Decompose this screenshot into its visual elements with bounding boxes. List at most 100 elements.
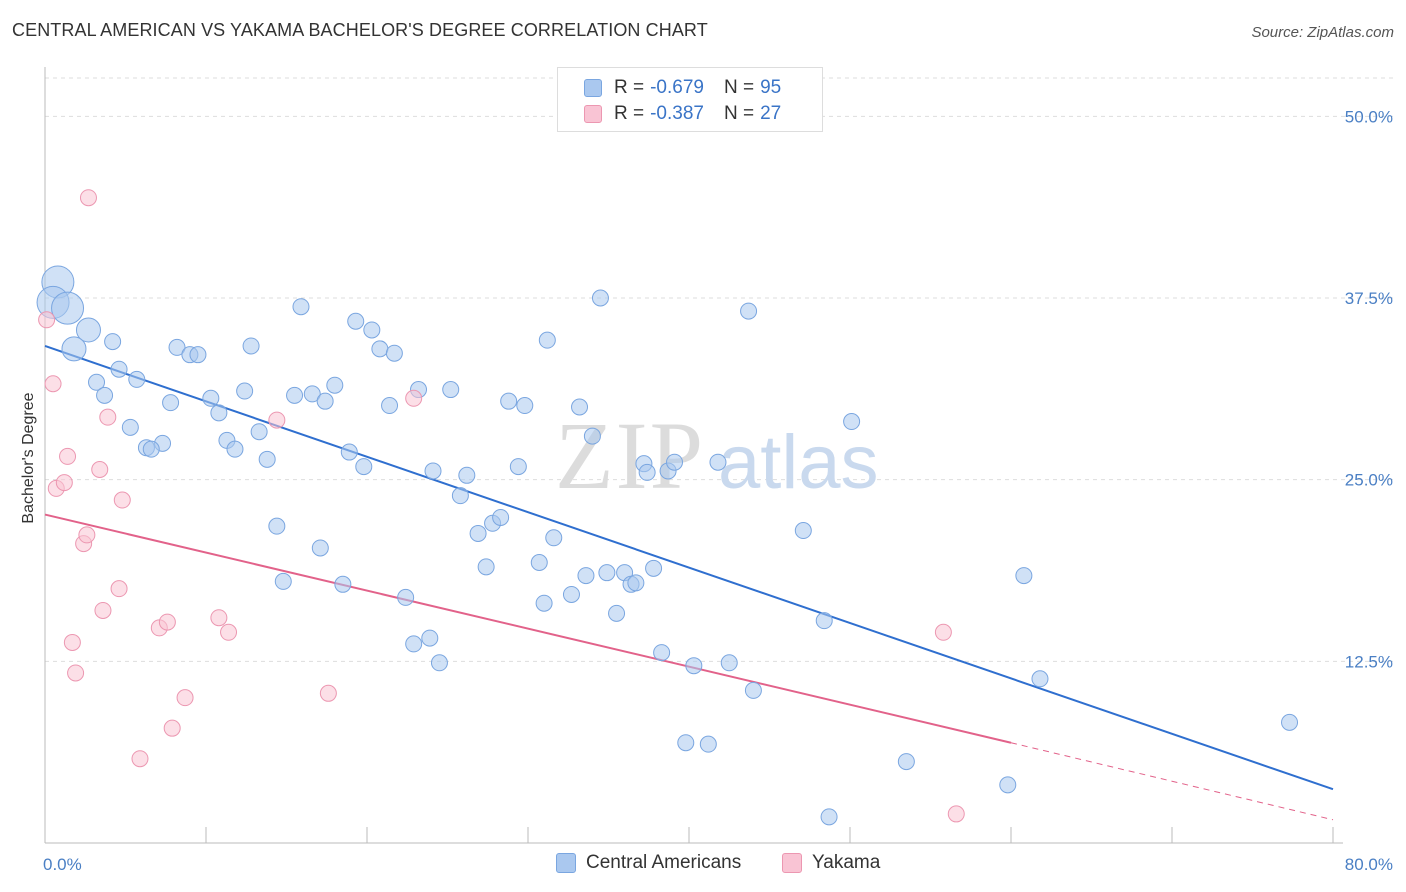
- point-yakama: [113, 491, 131, 509]
- point-central-americans: [88, 373, 106, 391]
- point-central-americans: [316, 392, 334, 410]
- point-central-americans: [583, 427, 601, 445]
- point-yakama: [163, 719, 181, 737]
- point-central-americans: [371, 340, 389, 358]
- point-central-americans: [258, 450, 276, 468]
- y-tick-label: 50.0%: [1345, 107, 1393, 126]
- point-central-americans: [75, 317, 101, 343]
- legend-swatch-central-americans: [556, 853, 576, 873]
- point-central-americans: [843, 413, 861, 431]
- point-yakama: [220, 623, 238, 641]
- legend-n-value: 27: [760, 103, 782, 124]
- legend-row-central-americans: R = -0.679 N = 95: [584, 76, 781, 100]
- point-central-americans: [189, 346, 207, 364]
- point-central-americans: [442, 381, 460, 399]
- point-central-americans: [61, 336, 87, 362]
- point-central-americans: [677, 734, 695, 752]
- point-yakama: [319, 684, 337, 702]
- point-yakama: [934, 623, 952, 641]
- point-central-americans: [608, 604, 626, 622]
- point-yakama: [79, 189, 97, 207]
- y-axis-title: Bachelor's Degree: [20, 392, 37, 523]
- point-yakama: [63, 633, 81, 651]
- point-central-americans: [538, 331, 556, 349]
- stats-legend: R = -0.679 N = 95 R = -0.387 N = 27: [557, 67, 823, 132]
- point-central-americans: [469, 524, 487, 542]
- point-central-americans: [162, 394, 180, 412]
- point-central-americans: [142, 440, 160, 458]
- point-central-americans: [51, 291, 85, 325]
- point-central-americans: [311, 539, 329, 557]
- chart-title: CENTRAL AMERICAN VS YAKAMA BACHELOR'S DE…: [12, 20, 708, 40]
- point-central-americans: [666, 453, 684, 471]
- legend-label-yakama: Yakama: [812, 852, 881, 873]
- point-central-americans: [653, 644, 671, 662]
- point-central-americans: [363, 321, 381, 339]
- point-central-americans: [210, 404, 228, 422]
- point-yakama: [78, 526, 96, 544]
- legend-n-value: 95: [760, 77, 782, 98]
- point-yakama: [94, 601, 112, 619]
- legend-item-central-americans[interactable]: Central Americans: [556, 852, 741, 874]
- point-central-americans: [268, 517, 286, 535]
- point-central-americans: [397, 588, 415, 606]
- point-central-americans: [334, 575, 352, 593]
- point-central-americans: [820, 808, 838, 826]
- point-yakama: [59, 447, 77, 465]
- point-yakama: [67, 664, 85, 682]
- legend-r-label: R =: [614, 103, 645, 124]
- series-legend: Central Americans Yakama: [0, 852, 1406, 878]
- point-central-americans: [500, 392, 518, 410]
- watermark-atlas: atlas: [718, 420, 879, 505]
- point-central-americans: [451, 487, 469, 505]
- point-central-americans: [709, 453, 727, 471]
- point-central-americans: [110, 360, 128, 378]
- point-central-americans: [627, 574, 645, 592]
- point-central-americans: [516, 397, 534, 415]
- legend-label-central-americans: Central Americans: [586, 852, 742, 873]
- watermark-zip: ZIP: [555, 402, 705, 509]
- x-tick-labels: 0.0% 80.0%: [43, 855, 1393, 874]
- point-central-americans: [226, 440, 244, 458]
- legend-r-value: -0.679: [650, 77, 704, 98]
- point-central-americans: [740, 302, 758, 320]
- y-tick-labels: 12.5% 25.0% 37.5% 50.0%: [1345, 107, 1393, 671]
- point-central-americans: [250, 423, 268, 441]
- point-yakama: [210, 609, 228, 627]
- point-yakama: [158, 613, 176, 631]
- point-central-americans: [638, 463, 656, 481]
- point-central-americans: [421, 629, 439, 647]
- point-central-americans: [381, 397, 399, 415]
- y-tick-label: 25.0%: [1345, 471, 1393, 490]
- point-central-americans: [571, 398, 589, 416]
- point-central-americans: [591, 289, 609, 307]
- point-central-americans: [274, 572, 292, 590]
- legend-n-label: N =: [723, 77, 755, 98]
- point-central-americans: [1031, 670, 1049, 688]
- point-yakama: [131, 750, 149, 768]
- data-points: [36, 189, 1299, 826]
- legend-item-yakama[interactable]: Yakama: [782, 852, 880, 874]
- legend-swatch-yakama: [584, 105, 602, 123]
- watermark: ZIP atlas: [555, 402, 879, 509]
- point-central-americans: [303, 385, 321, 403]
- point-central-americans: [562, 585, 580, 603]
- y-tick-label: 12.5%: [1345, 652, 1393, 671]
- point-central-americans: [430, 654, 448, 672]
- point-central-americans: [815, 612, 833, 630]
- point-central-americans: [744, 681, 762, 699]
- point-yakama: [38, 311, 56, 329]
- point-central-americans: [104, 333, 122, 351]
- point-central-americans: [168, 338, 186, 356]
- point-central-americans: [458, 466, 476, 484]
- point-central-americans: [545, 529, 563, 547]
- point-yakama: [947, 805, 965, 823]
- point-central-americans: [340, 443, 358, 461]
- legend-r-value: -0.387: [650, 103, 704, 124]
- point-central-americans: [477, 558, 495, 576]
- legend-row-yakama: R = -0.387 N = 27: [584, 102, 781, 126]
- point-yakama: [110, 580, 128, 598]
- y-tick-label: 37.5%: [1345, 289, 1393, 308]
- point-central-americans: [1281, 713, 1299, 731]
